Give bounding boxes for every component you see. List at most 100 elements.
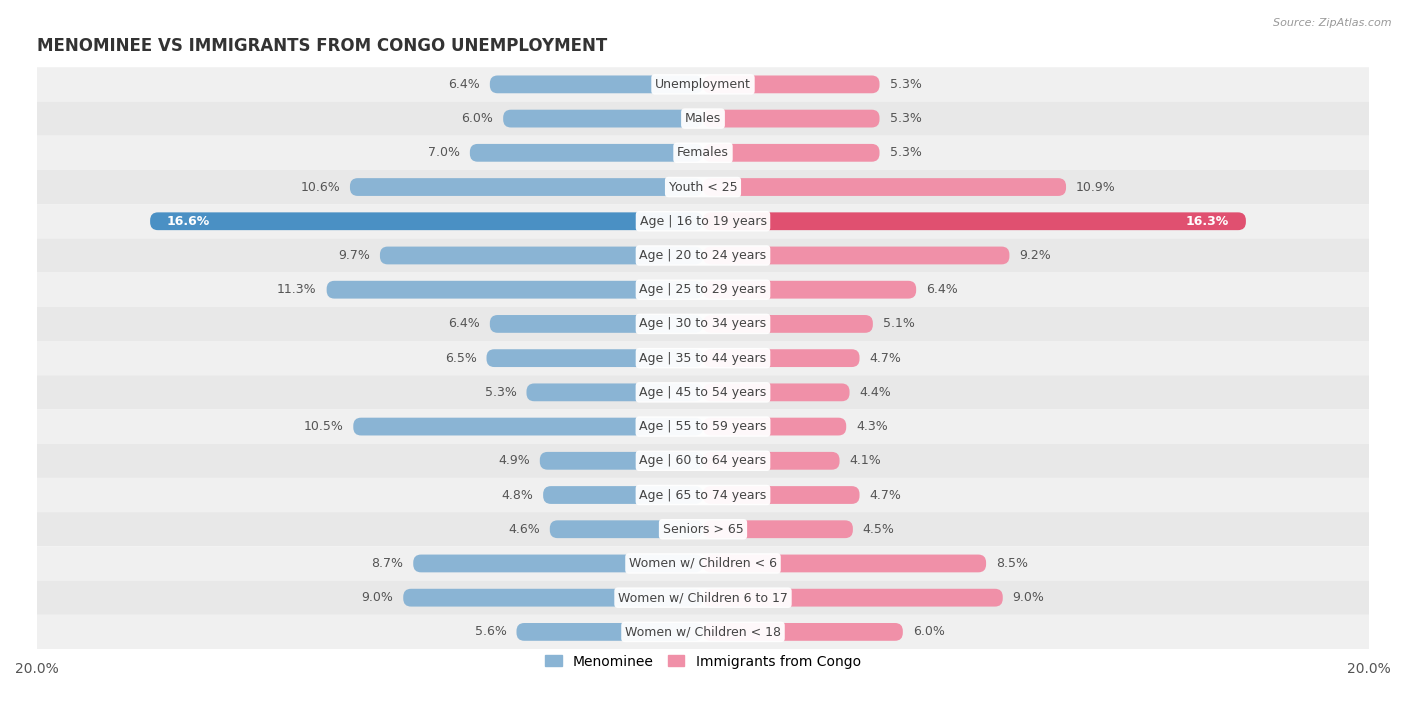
FancyBboxPatch shape [489,315,703,333]
Text: 16.6%: 16.6% [167,215,209,228]
Text: Age | 30 to 34 years: Age | 30 to 34 years [640,318,766,330]
Text: 4.6%: 4.6% [508,523,540,536]
FancyBboxPatch shape [516,623,703,641]
FancyBboxPatch shape [703,418,846,436]
Text: Age | 60 to 64 years: Age | 60 to 64 years [640,454,766,467]
FancyBboxPatch shape [37,615,1369,649]
Text: Age | 20 to 24 years: Age | 20 to 24 years [640,249,766,262]
FancyBboxPatch shape [703,212,1246,230]
Text: 5.3%: 5.3% [485,386,516,399]
FancyBboxPatch shape [703,315,873,333]
Text: Age | 65 to 74 years: Age | 65 to 74 years [640,488,766,502]
FancyBboxPatch shape [470,144,703,162]
FancyBboxPatch shape [37,204,1369,238]
Text: 5.6%: 5.6% [475,626,506,639]
FancyBboxPatch shape [37,273,1369,307]
Text: 7.0%: 7.0% [427,146,460,159]
FancyBboxPatch shape [486,349,703,367]
FancyBboxPatch shape [703,109,880,127]
Text: Age | 16 to 19 years: Age | 16 to 19 years [640,215,766,228]
Text: Seniors > 65: Seniors > 65 [662,523,744,536]
Text: 4.7%: 4.7% [869,351,901,364]
Text: 8.7%: 8.7% [371,557,404,570]
Text: 4.4%: 4.4% [859,386,891,399]
FancyBboxPatch shape [350,178,703,196]
FancyBboxPatch shape [703,76,880,94]
Text: 16.3%: 16.3% [1187,215,1229,228]
Text: 9.7%: 9.7% [337,249,370,262]
Text: Women w/ Children < 6: Women w/ Children < 6 [628,557,778,570]
FancyBboxPatch shape [404,589,703,606]
Text: 4.1%: 4.1% [849,454,882,467]
FancyBboxPatch shape [37,170,1369,204]
FancyBboxPatch shape [703,486,859,504]
FancyBboxPatch shape [703,384,849,401]
FancyBboxPatch shape [703,246,1010,264]
FancyBboxPatch shape [703,623,903,641]
FancyBboxPatch shape [489,76,703,94]
Text: Age | 45 to 54 years: Age | 45 to 54 years [640,386,766,399]
FancyBboxPatch shape [150,212,703,230]
Text: Age | 25 to 29 years: Age | 25 to 29 years [640,283,766,296]
FancyBboxPatch shape [37,238,1369,273]
FancyBboxPatch shape [380,246,703,264]
FancyBboxPatch shape [37,580,1369,615]
Text: 9.0%: 9.0% [1012,591,1045,604]
FancyBboxPatch shape [703,452,839,469]
FancyBboxPatch shape [37,341,1369,375]
Text: 10.9%: 10.9% [1076,181,1116,194]
FancyBboxPatch shape [37,102,1369,135]
Text: 10.6%: 10.6% [301,181,340,194]
Legend: Menominee, Immigrants from Congo: Menominee, Immigrants from Congo [540,649,866,674]
FancyBboxPatch shape [37,375,1369,410]
FancyBboxPatch shape [543,486,703,504]
Text: 9.0%: 9.0% [361,591,394,604]
FancyBboxPatch shape [37,410,1369,444]
Text: Youth < 25: Youth < 25 [669,181,737,194]
Text: 6.0%: 6.0% [912,626,945,639]
Text: MENOMINEE VS IMMIGRANTS FROM CONGO UNEMPLOYMENT: MENOMINEE VS IMMIGRANTS FROM CONGO UNEMP… [37,37,607,55]
FancyBboxPatch shape [703,178,1066,196]
Text: Women w/ Children < 18: Women w/ Children < 18 [626,626,780,639]
FancyBboxPatch shape [37,444,1369,478]
FancyBboxPatch shape [703,349,859,367]
Text: 4.7%: 4.7% [869,488,901,502]
FancyBboxPatch shape [326,281,703,299]
FancyBboxPatch shape [703,281,917,299]
FancyBboxPatch shape [703,589,1002,606]
FancyBboxPatch shape [37,478,1369,512]
Text: Age | 55 to 59 years: Age | 55 to 59 years [640,420,766,433]
FancyBboxPatch shape [37,546,1369,580]
FancyBboxPatch shape [550,521,703,538]
Text: Age | 35 to 44 years: Age | 35 to 44 years [640,351,766,364]
FancyBboxPatch shape [503,109,703,127]
Text: 10.5%: 10.5% [304,420,343,433]
FancyBboxPatch shape [37,512,1369,546]
Text: 11.3%: 11.3% [277,283,316,296]
Text: 5.3%: 5.3% [890,78,921,91]
Text: 6.4%: 6.4% [449,318,479,330]
Text: 6.4%: 6.4% [927,283,957,296]
FancyBboxPatch shape [703,554,986,572]
FancyBboxPatch shape [37,307,1369,341]
Text: 6.4%: 6.4% [449,78,479,91]
FancyBboxPatch shape [540,452,703,469]
Text: Source: ZipAtlas.com: Source: ZipAtlas.com [1274,18,1392,28]
FancyBboxPatch shape [703,144,880,162]
Text: Males: Males [685,112,721,125]
Text: Women w/ Children 6 to 17: Women w/ Children 6 to 17 [619,591,787,604]
Text: Unemployment: Unemployment [655,78,751,91]
Text: Females: Females [678,146,728,159]
Text: 4.3%: 4.3% [856,420,889,433]
Text: 8.5%: 8.5% [995,557,1028,570]
FancyBboxPatch shape [37,67,1369,102]
Text: 6.5%: 6.5% [444,351,477,364]
Text: 5.3%: 5.3% [890,112,921,125]
Text: 9.2%: 9.2% [1019,249,1052,262]
FancyBboxPatch shape [526,384,703,401]
FancyBboxPatch shape [413,554,703,572]
FancyBboxPatch shape [703,521,853,538]
FancyBboxPatch shape [353,418,703,436]
FancyBboxPatch shape [37,135,1369,170]
Text: 5.1%: 5.1% [883,318,915,330]
